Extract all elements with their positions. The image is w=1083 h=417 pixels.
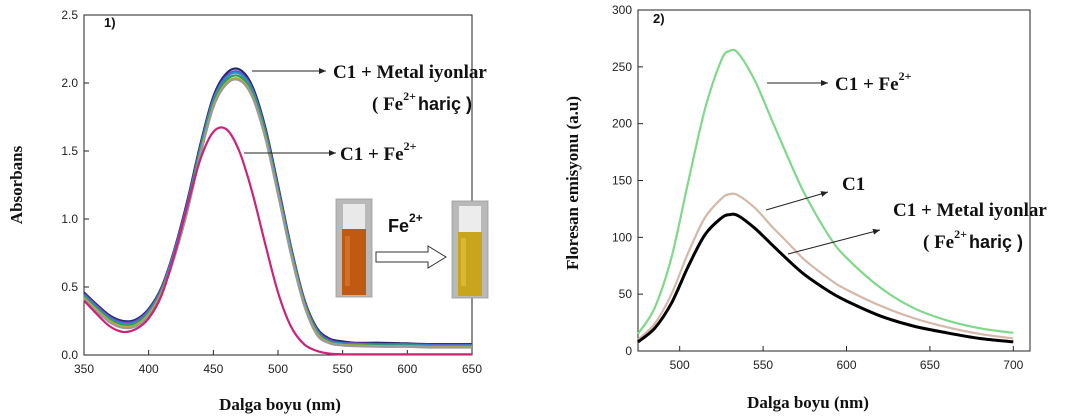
panel-1-y-tick-label: 0.5 xyxy=(61,280,78,294)
panel-2-series-line-3 xyxy=(637,212,1014,344)
panel-1-y-axis-title: Absorbans xyxy=(7,145,26,224)
panel-1-y-tick-label: 2.0 xyxy=(61,76,78,90)
panel-2-label: 2) xyxy=(653,11,665,26)
metal-exception-annotation-2: ( Fe2+ hariç ) xyxy=(923,227,1023,253)
panel-1-x-tick-label: 450 xyxy=(203,362,223,376)
panel-1-x-tick-label: 400 xyxy=(139,362,159,376)
panel-1-x-tick-label: 500 xyxy=(268,362,288,376)
panel-1-x-tick-label: 350 xyxy=(74,362,94,376)
panel-2-x-axis-title: Dalga boyu (nm) xyxy=(747,393,869,412)
panel-1-x-tick-label: 550 xyxy=(333,362,353,376)
metal-annotation-2: C1 + Metal iyonlar xyxy=(893,200,1047,221)
panel-2-series-line-1 xyxy=(637,48,1014,335)
panel-1-series-line-2 xyxy=(83,70,473,346)
panel-2-fluorescence: 2) 500 550 600 650 700 0 50 100 150 200 250 300 Dal… xyxy=(563,3,1047,412)
panel-2-ticks: 500 550 600 650 700 0 50 100 150 200 250 300 xyxy=(612,3,1024,372)
panel-1-series xyxy=(83,67,473,356)
panel-1-x-tick-label: 600 xyxy=(397,362,417,376)
panel-2-series xyxy=(637,48,1014,344)
c1-annotation: C1 xyxy=(842,174,865,195)
fe-annotation-2: C1 + Fe2+ xyxy=(835,69,912,95)
panel-2-x-tick-label: 550 xyxy=(753,358,773,372)
c1-arrow xyxy=(765,191,829,211)
vial-before xyxy=(335,198,373,298)
fe-annotation: C1 + Fe2+ xyxy=(340,139,417,165)
panel-1-x-axis-title: Dalga boyu (nm) xyxy=(219,395,341,414)
panel-2-x-tick-label: 700 xyxy=(1003,358,1023,372)
metal-annotation: C1 + Metal iyonlar xyxy=(333,62,487,83)
panel-2-y-tick-label: 0 xyxy=(625,344,632,358)
panel-2-y-tick-label: 100 xyxy=(612,230,632,244)
panel-1-x-tick-label: 650 xyxy=(462,362,482,376)
panel-2-frame xyxy=(637,9,1031,352)
panel-1-y-tick-label: 1.5 xyxy=(61,144,78,158)
panel-2-y-tick-label: 300 xyxy=(612,3,632,17)
panel-1-y-tick-label: 0.0 xyxy=(61,348,78,362)
panel-1-y-tick-label: 2.5 xyxy=(61,8,78,22)
panel-1-label: 1) xyxy=(104,15,116,30)
panel-1-series-line-6 xyxy=(83,78,473,349)
panel-1-series-line-3 xyxy=(83,71,473,347)
panel-2-y-tick-label: 50 xyxy=(619,287,633,301)
panel-2-y-tick-label: 250 xyxy=(612,60,632,74)
panel-1-absorbance: 1) 350 400 450 500 550 600 650 0.0 0.5 1.0 1.5 2.0 2… xyxy=(7,8,489,414)
panel-2-y-axis-title: Floresan emisyonu (a.u) xyxy=(563,96,582,270)
panel-2-x-tick-label: 600 xyxy=(836,358,856,372)
panel-2-x-tick-label: 500 xyxy=(670,358,690,372)
panel-2-series-line-2 xyxy=(637,192,1014,341)
panel-1-y-tick-label: 1.0 xyxy=(61,212,78,226)
panel-2-y-tick-label: 200 xyxy=(612,117,632,131)
inset-fe-label: Fe2+ xyxy=(388,211,423,236)
panel-1-series-line-7 xyxy=(83,126,472,356)
panel-2-x-tick-label: 650 xyxy=(920,358,940,372)
inset-arrow xyxy=(375,245,447,269)
panel-1-ticks: 350 400 450 500 550 600 650 0.0 0.5 1.0 1.5 2.0 2.5 xyxy=(61,8,482,376)
metal-arrow-2 xyxy=(787,228,881,255)
panel-2-y-tick-label: 150 xyxy=(612,174,632,188)
panel-1-series-line-1 xyxy=(83,67,473,346)
vial-after xyxy=(451,200,489,299)
metal-exception-annotation: ( Fe2+ hariç ) xyxy=(372,89,472,115)
